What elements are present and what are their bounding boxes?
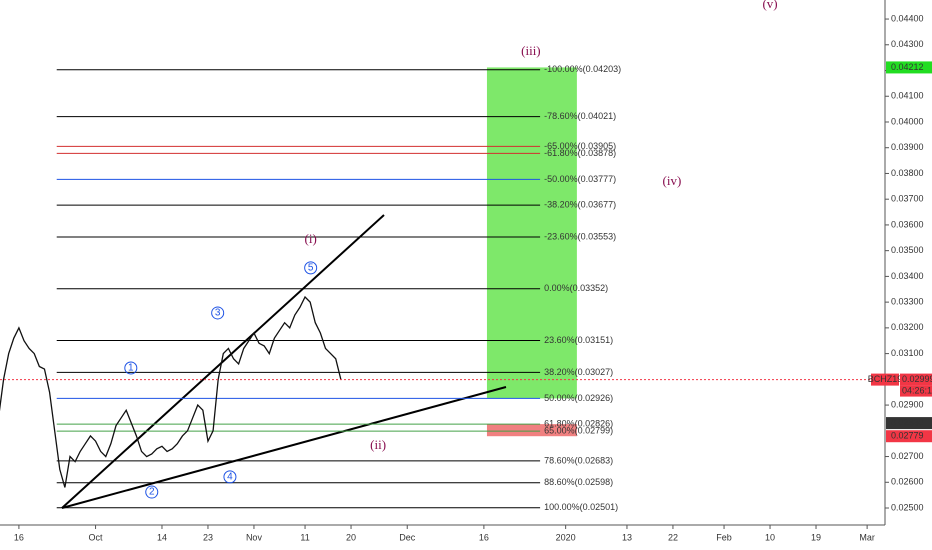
symbol-label: BCHZ19 xyxy=(868,374,903,384)
target-zone xyxy=(486,67,577,399)
x-tick-label: 23 xyxy=(203,532,213,542)
x-tick-label: 10 xyxy=(765,532,775,542)
fib-label: 100.00%(0.02501) xyxy=(544,502,618,512)
x-tick-label: Oct xyxy=(89,532,104,542)
x-tick-label: 16 xyxy=(479,532,489,542)
fib-label: 61.80%(0.02826) xyxy=(544,418,613,428)
fib-label: 50.00%(0.02926) xyxy=(544,393,613,403)
y-tick-label: 0.04400 xyxy=(891,13,924,23)
wave-circle xyxy=(211,306,225,320)
y-tick-label: 0.02900 xyxy=(891,399,924,409)
x-tick-label: 19 xyxy=(811,532,821,542)
x-tick-label: Feb xyxy=(716,532,732,542)
price-line xyxy=(0,295,342,488)
fib-label: -78.60%(0.04021) xyxy=(544,111,616,121)
y-tick-label: 0.02600 xyxy=(891,477,924,487)
fib-label: 78.60%(0.02683) xyxy=(544,455,613,465)
timer-label: 04:26:15 xyxy=(902,385,932,395)
wave-label: (v) xyxy=(762,0,777,11)
wave-circle xyxy=(124,361,138,375)
y-tick-label: 0.03700 xyxy=(891,194,924,204)
fib-label: -61.80%(0.03878) xyxy=(544,148,616,158)
wave-circle xyxy=(223,470,237,484)
fib-label: -23.60%(0.03553) xyxy=(544,231,616,241)
y-tick-label: 0.03800 xyxy=(891,168,924,178)
fib-label: 0.00%(0.03352) xyxy=(544,283,608,293)
fib-label: 38.20%(0.03027) xyxy=(544,367,613,377)
y-tick-label: 0.04300 xyxy=(891,39,924,49)
y-tick-label: 0.03100 xyxy=(891,348,924,358)
x-tick-label: 2020 xyxy=(556,532,576,542)
fib-label: -65.00%(0.03905) xyxy=(544,141,616,151)
x-tick-label: Nov xyxy=(246,532,263,542)
price-tag xyxy=(886,61,932,74)
upper-trendline xyxy=(61,214,385,509)
wave-label: (iv) xyxy=(663,173,682,188)
x-tick-label: 11 xyxy=(300,532,309,542)
lower-trendline xyxy=(61,386,507,509)
x-tick-label: 16 xyxy=(14,532,24,542)
price-tag xyxy=(886,417,932,430)
y-tick-label: 0.03200 xyxy=(891,322,924,332)
wave-circle xyxy=(304,261,318,275)
y-tick-label: 0.03400 xyxy=(891,271,924,281)
y-tick-label: 0.03500 xyxy=(891,245,924,255)
x-tick-label: 13 xyxy=(622,532,632,542)
y-tick-label: 0.03900 xyxy=(891,142,924,152)
wave-number: 1 xyxy=(128,363,134,374)
wave-label: (ii) xyxy=(370,437,386,452)
y-tick-label: 0.03600 xyxy=(891,219,924,229)
fib-label: 65.00%(0.02799) xyxy=(544,425,613,435)
fib-label: 88.60%(0.02598) xyxy=(544,477,613,487)
y-tick-label: 0.04100 xyxy=(891,91,924,101)
price-tag-label: 0.02999 xyxy=(902,374,932,384)
y-tick-label: 0.03300 xyxy=(891,297,924,307)
price-tag xyxy=(900,373,932,386)
wave-circle xyxy=(145,485,159,499)
y-tick-label: 0.04000 xyxy=(891,116,924,126)
fib-label: -50.00%(0.03777) xyxy=(544,174,616,184)
x-tick-label: 22 xyxy=(668,532,678,542)
symbol-tag xyxy=(871,373,899,386)
price-tag xyxy=(886,430,932,443)
wave-label: (i) xyxy=(305,231,317,246)
target-zone xyxy=(486,424,577,437)
y-tick-label: 0.02700 xyxy=(891,451,924,461)
x-tick-label: 20 xyxy=(346,532,356,542)
price-tag-label: 0.02830 xyxy=(891,417,924,427)
wave-number: 4 xyxy=(227,472,233,483)
x-tick-label: Dec xyxy=(399,532,416,542)
x-tick-label: Mar xyxy=(859,532,875,542)
fib-label: -38.20%(0.03677) xyxy=(544,199,616,209)
fib-label: -100.00%(0.04203) xyxy=(544,64,621,74)
price-tag-label: 0.02779 xyxy=(891,431,924,441)
x-tick-label: 14 xyxy=(157,532,167,542)
price-tag-label: 0.04212 xyxy=(891,62,924,72)
fib-label: 23.60%(0.03151) xyxy=(544,335,613,345)
wave-label: (iii) xyxy=(521,43,541,58)
y-tick-label: 0.02500 xyxy=(891,502,924,512)
timer-tag xyxy=(900,385,932,397)
wave-number: 5 xyxy=(308,263,314,274)
wave-number: 2 xyxy=(149,487,155,498)
wave-number: 3 xyxy=(215,308,221,319)
